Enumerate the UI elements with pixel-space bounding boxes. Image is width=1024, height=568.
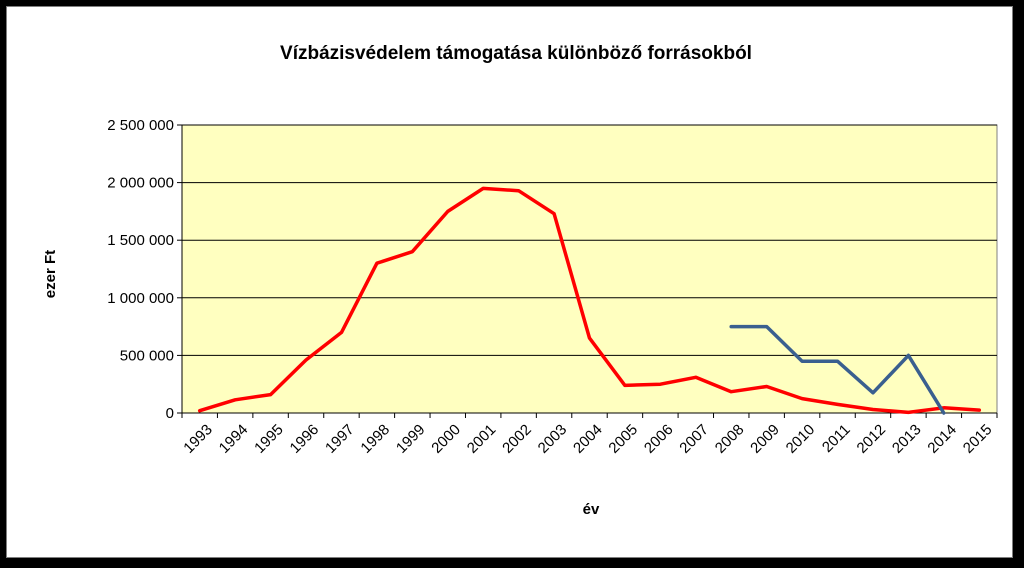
- chart-title: Vízbázisvédelem támogatása különböző for…: [280, 43, 752, 64]
- x-tick-label: 2001: [464, 421, 500, 457]
- x-tick-label: 2007: [676, 421, 712, 457]
- x-tick-label: 1993: [180, 421, 216, 457]
- x-tick-label: 2011: [819, 421, 854, 456]
- x-tick-label: 2008: [712, 421, 748, 457]
- x-tick-label: 2000: [428, 421, 464, 457]
- x-tick-label: 2005: [606, 421, 642, 457]
- x-tick-label: 1998: [357, 421, 393, 457]
- x-tick-label: 1999: [393, 421, 429, 457]
- x-tick-label: 2015: [960, 421, 996, 457]
- x-tick-label: 2012: [854, 421, 890, 457]
- x-tick-label: 1997: [322, 421, 358, 457]
- y-tick-label: 2 000 000: [107, 175, 174, 192]
- chart-frame: Vízbázisvédelem támogatása különböző for…: [6, 6, 1013, 558]
- y-tick-label: 1 000 000: [107, 290, 174, 307]
- series-line-2: [729, 324, 946, 415]
- line-chart: Vízbázisvédelem támogatása különböző for…: [42, 43, 998, 518]
- x-tick-label: 2009: [747, 421, 783, 457]
- y-tick-label: 1 500 000: [107, 232, 174, 249]
- grid-lines: [177, 124, 997, 414]
- plot-area: [181, 124, 998, 414]
- x-tick-label: 2004: [570, 421, 606, 457]
- y-axis-label: ezer Ft: [42, 250, 59, 298]
- x-tick-label: 2002: [499, 421, 535, 457]
- series-lines: [197, 186, 982, 415]
- x-tick-labels: 1993 1994 1995 1996 1997 1998 1999 2000 2001 2002…: [180, 421, 995, 457]
- x-tick-label: 1996: [287, 421, 323, 457]
- x-tick-label: 1994: [216, 421, 252, 457]
- y-tick-labels: 0 500 000 1 000 000 1 500 000 2 000 000 2 500…: [107, 117, 174, 422]
- y-tick-label: 2 500 000: [107, 117, 174, 134]
- y-tick-label: 500 000: [120, 347, 174, 364]
- x-tick-label: 2014: [924, 421, 960, 457]
- x-tick-label: 2010: [783, 421, 819, 457]
- y-tick-label: 0: [166, 405, 174, 422]
- x-tick-label: 2003: [535, 421, 571, 457]
- x-tick-label: 2006: [641, 421, 677, 457]
- series-line-1: [197, 186, 982, 415]
- x-tick-label: 2013: [889, 421, 925, 457]
- axes: [181, 125, 998, 418]
- x-tick-label: 1995: [251, 421, 287, 457]
- x-axis-label: év: [583, 501, 600, 518]
